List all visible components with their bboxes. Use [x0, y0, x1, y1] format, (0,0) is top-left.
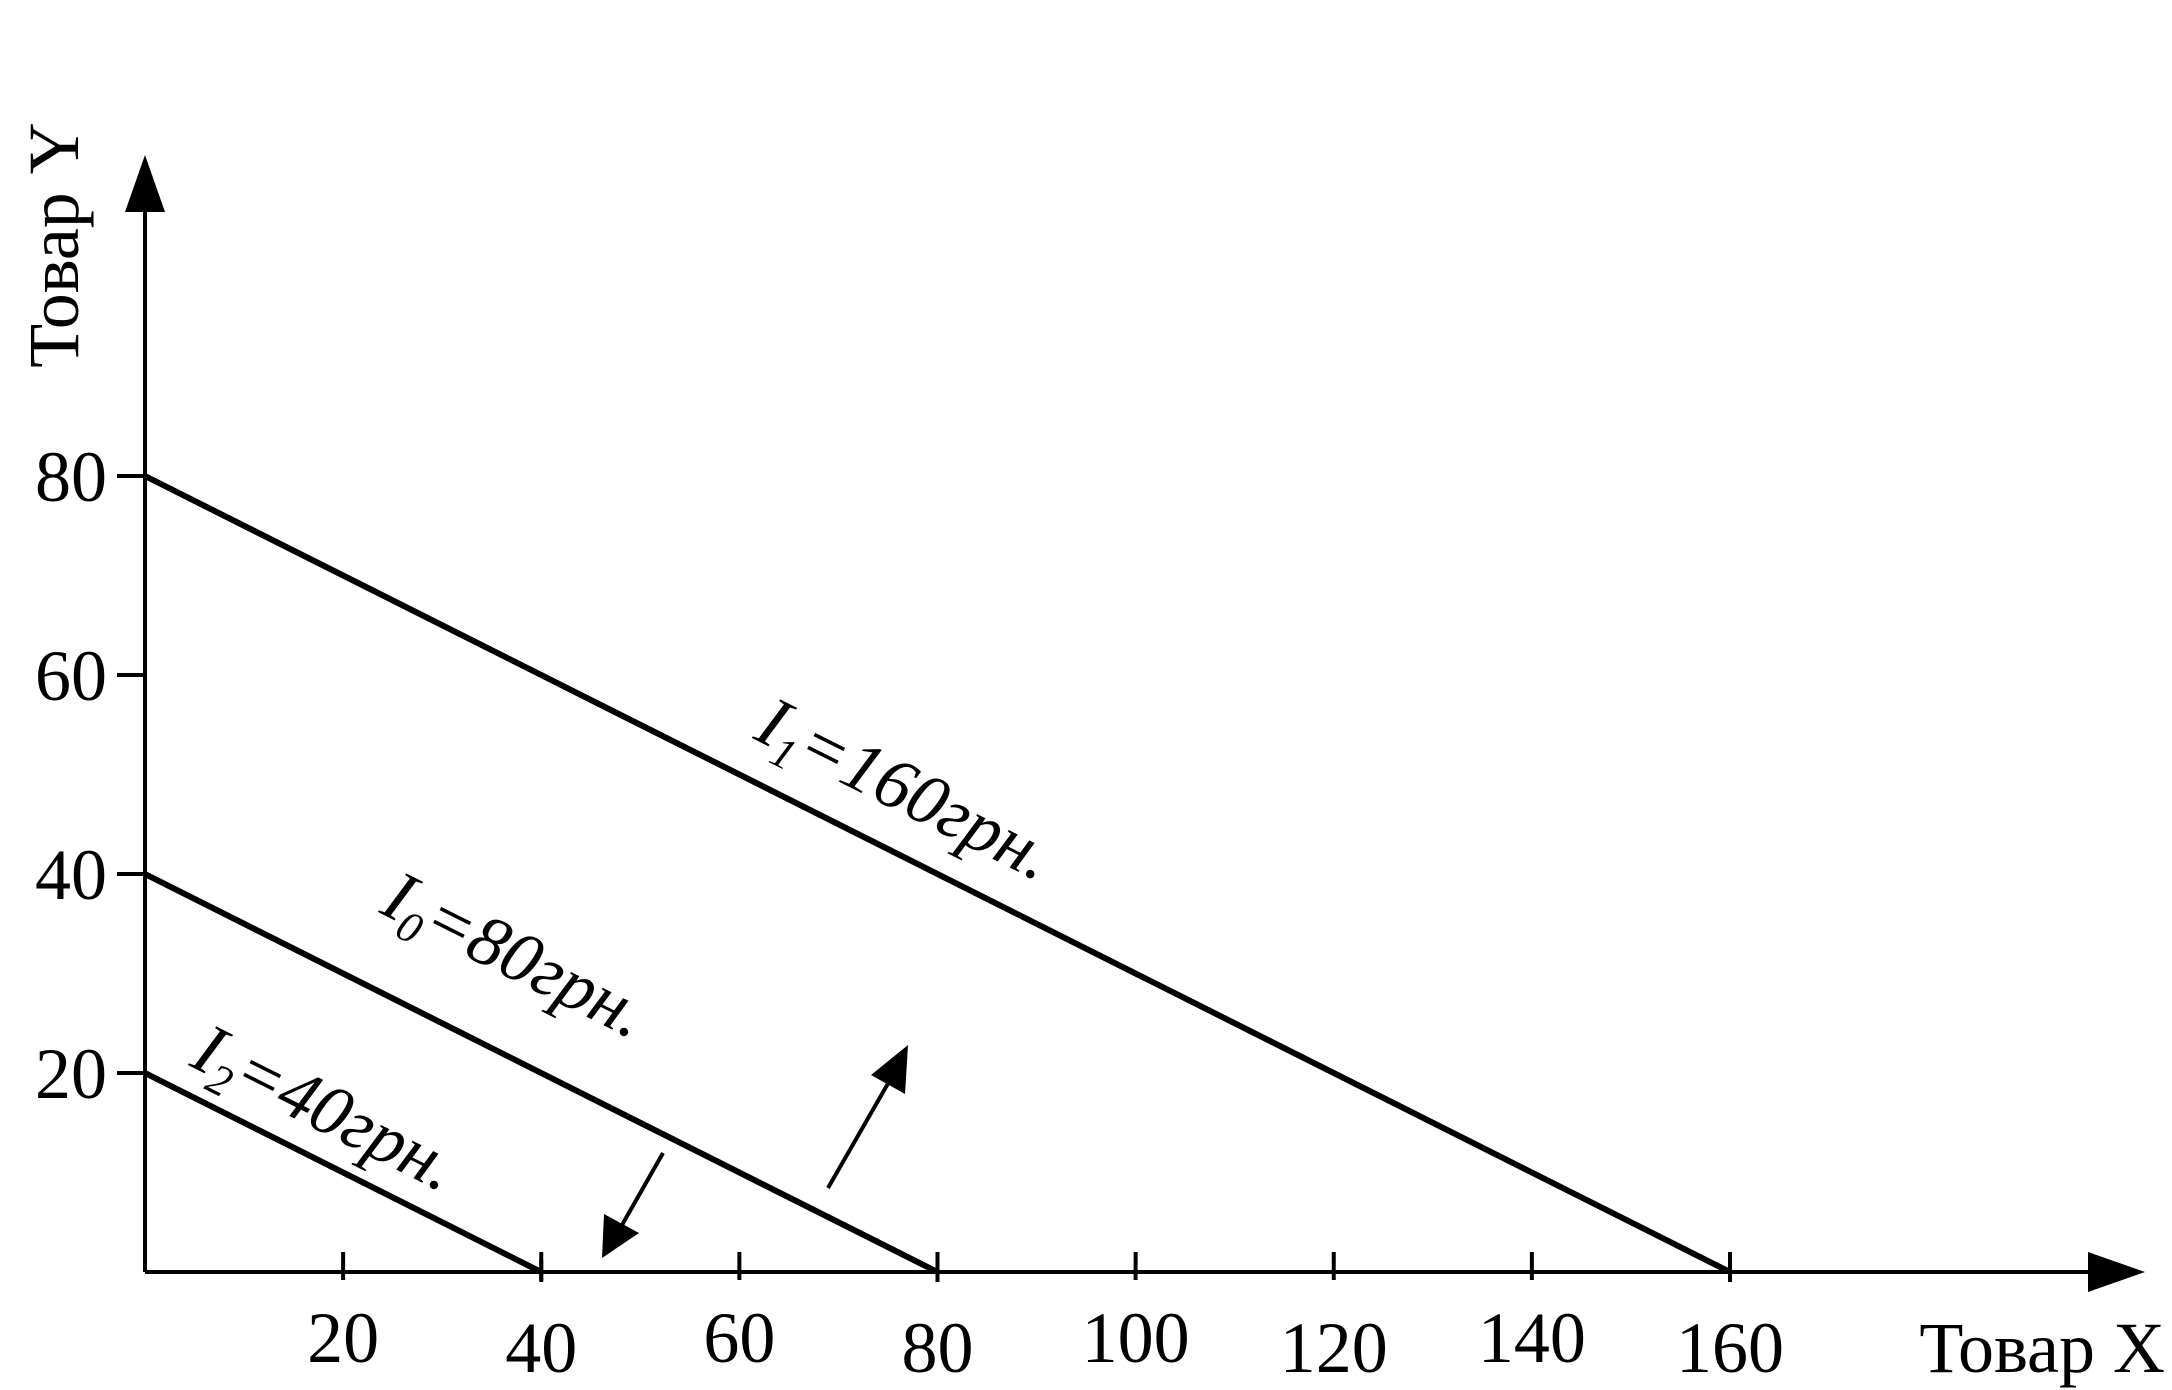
shift-out-arrow-shaft	[826, 1079, 892, 1189]
shift-out-arrow-icon	[871, 1045, 908, 1094]
axes	[125, 155, 2145, 1292]
shift-in-arrow-shaft	[620, 1152, 665, 1226]
y-tick-label-20: 20	[35, 1034, 107, 1114]
y-axis-arrow-icon	[125, 155, 165, 212]
shift-in-arrow-icon	[602, 1214, 639, 1258]
x-tick-label-160: 160	[1676, 1308, 1784, 1388]
x-tick-label-40: 40	[505, 1308, 577, 1388]
x-tick-label-20: 20	[307, 1298, 379, 1378]
y-tick-label-80: 80	[35, 437, 107, 517]
y-ticks: 20 40 60 80	[35, 437, 145, 1114]
x-axis-label: Товар X	[1919, 1308, 2165, 1388]
x-ticks: 20 40 60 80 100 120 140 160	[307, 1252, 1784, 1388]
shift-arrows	[602, 1045, 908, 1258]
x-axis-arrow-icon	[2088, 1252, 2145, 1292]
y-tick-label-40: 40	[35, 835, 107, 915]
budget-line-I2	[143, 1070, 543, 1275]
budget-line-I0	[143, 871, 939, 1275]
x-tick-label-120: 120	[1280, 1308, 1388, 1388]
line-label-I1: I1=160грн.	[740, 680, 1067, 903]
x-tick-label-100: 100	[1082, 1298, 1190, 1378]
budget-line-I1	[143, 473, 1732, 1275]
y-axis-label: Товар Y	[14, 122, 94, 368]
x-tick-label-60: 60	[703, 1298, 775, 1378]
x-tick-label-140: 140	[1478, 1298, 1586, 1378]
x-tick-label-80: 80	[902, 1308, 974, 1388]
budget-lines: I1=160грн.I0=80грн.I2=40грн.	[143, 473, 1732, 1282]
line-label-I0: I0=80грн.	[366, 854, 661, 1061]
line-label-rest: =40грн.	[222, 1028, 471, 1206]
y-tick-label-60: 60	[35, 636, 107, 716]
